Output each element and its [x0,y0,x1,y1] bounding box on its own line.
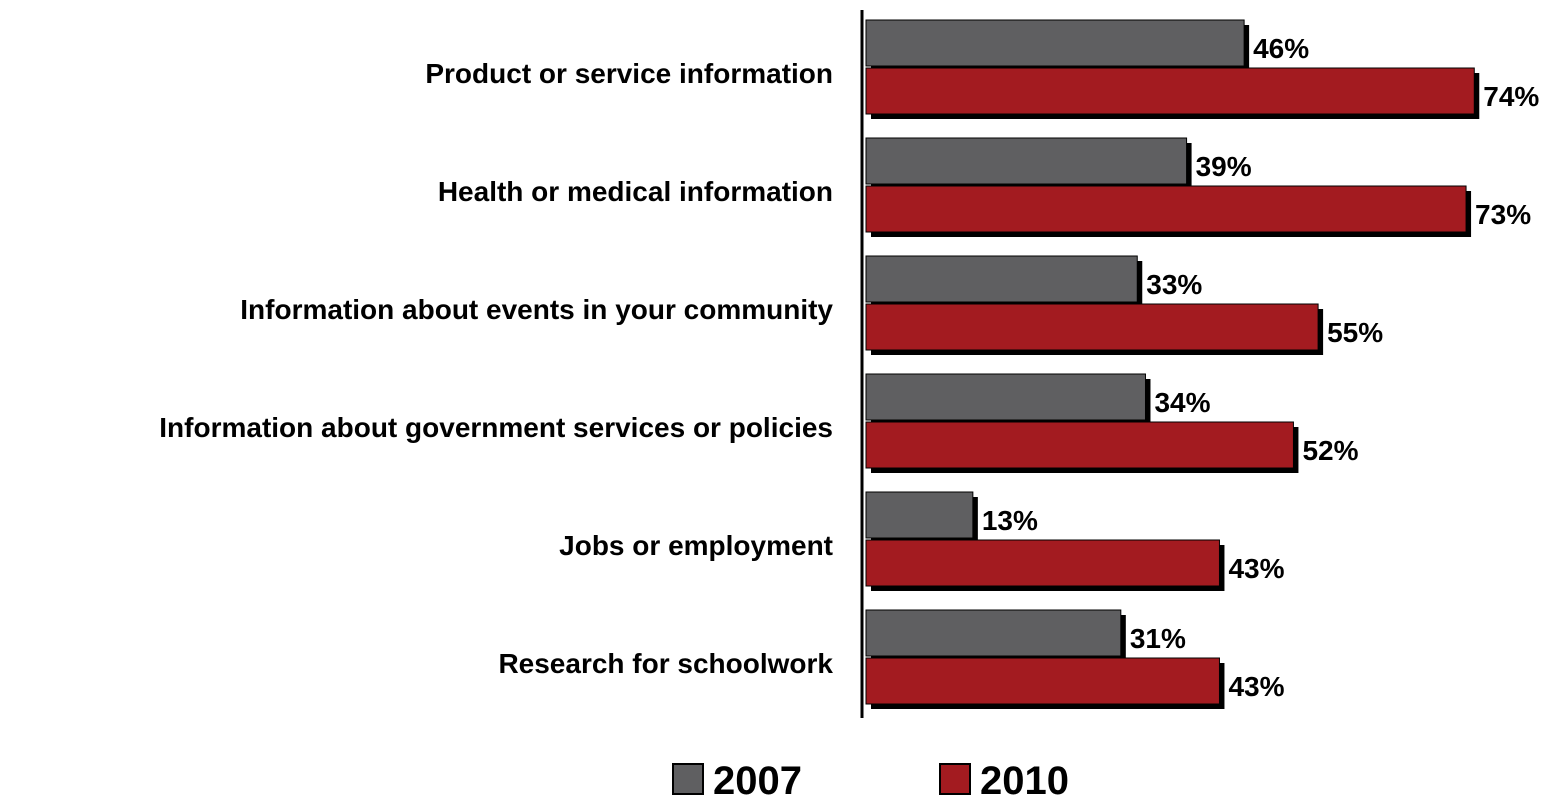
labels-layer: Product or service information 46% 74% Heal… [159,33,1539,702]
bar-2007 [865,137,1188,185]
bar-2010 [865,303,1319,351]
value-label: 73% [1475,199,1531,230]
value-label: 55% [1327,317,1383,348]
legend: 2007 2010 [672,759,1069,796]
category-label: Research for schoolwork [498,648,833,679]
bar-2010 [865,657,1220,705]
bars-layer [865,19,1480,709]
value-label: 39% [1196,151,1252,182]
value-label: 34% [1154,387,1210,418]
value-label: 31% [1130,623,1186,654]
category-label: Product or service information [425,58,833,89]
category-label: Information about events in your communi… [240,294,833,325]
bar-2010 [865,185,1467,233]
bar-2007 [865,491,974,539]
value-label: 46% [1253,33,1309,64]
bar-2007 [865,19,1245,67]
category-label: Jobs or employment [559,530,833,561]
value-label: 33% [1146,269,1202,300]
bar-2010 [865,421,1294,469]
bar-2007 [865,609,1122,657]
category-label: Health or medical information [438,176,833,207]
value-label: 43% [1228,671,1284,702]
bar-2007 [865,373,1146,421]
bar-2007 [865,255,1138,303]
bar-2010 [865,539,1220,587]
value-label: 74% [1483,81,1539,112]
value-label: 43% [1228,553,1284,584]
legend-label: 2010 [980,759,1069,796]
legend-label: 2007 [713,759,802,796]
bar-2010 [865,67,1475,115]
value-label: 13% [982,505,1038,536]
legend-swatch [672,763,704,795]
legend-swatch [939,763,971,795]
value-label: 52% [1302,435,1358,466]
category-label: Information about government services or… [159,412,833,443]
